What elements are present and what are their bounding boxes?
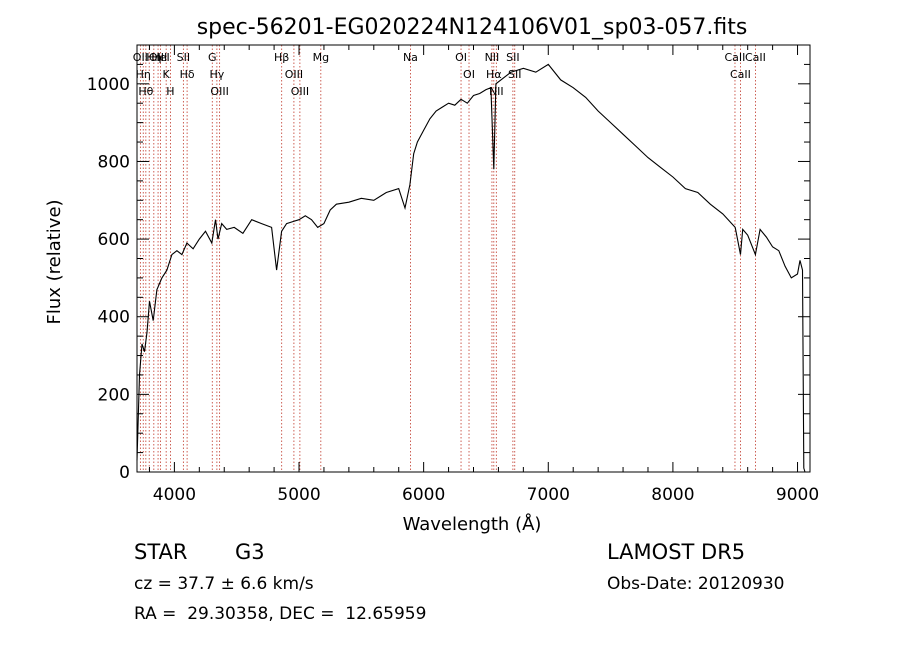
line-marker-label: Mg <box>313 51 329 64</box>
line-marker-label: SII <box>177 51 190 64</box>
survey-name: LAMOST DR5 <box>607 540 746 564</box>
line-marker-label: OIII <box>291 85 309 98</box>
chart-title: spec-56201-EG020224N124106V01_sp03-057.f… <box>197 15 748 40</box>
line-marker-label: Hθ <box>138 85 153 98</box>
line-marker-label: K <box>163 68 171 81</box>
y-tick-label: 600 <box>98 230 130 250</box>
x-tick-label: 6000 <box>402 485 445 505</box>
line-marker-label: OIII <box>285 68 303 81</box>
line-marker-label: Hη <box>136 68 151 81</box>
line-marker-label: Hβ <box>274 51 289 64</box>
line-markers <box>139 45 756 472</box>
line-marker-label: OI <box>463 68 475 81</box>
y-axis-label: Flux (relative) <box>44 199 65 324</box>
line-marker-label: Hη <box>146 51 161 64</box>
object-class: STAR <box>134 540 188 564</box>
line-marker-label: CaII <box>725 51 746 64</box>
line-marker-label: SII <box>506 51 519 64</box>
x-tick-label: 7000 <box>527 485 570 505</box>
spectrum-line <box>136 63 808 473</box>
y-tick-label: 0 <box>119 463 130 483</box>
x-tick-label: 8000 <box>651 485 694 505</box>
y-tick-label: 1000 <box>87 75 130 95</box>
redshift-text: cz = 37.7 ± 6.6 km/s <box>134 574 314 594</box>
x-tick-label: 9000 <box>776 485 819 505</box>
line-marker-label: G <box>208 51 217 64</box>
coordinates-text: RA = 29.30358, DEC = 12.65959 <box>134 604 427 624</box>
line-marker-label: H <box>166 85 174 98</box>
line-marker-label: NII <box>485 51 500 64</box>
line-marker-labels: OIIHηHθHηOIIIHeIKHSIIHδGHγOIIIHβOIIIOIII… <box>133 51 766 98</box>
x-tick-label: 4000 <box>153 485 196 505</box>
line-marker-label: NII <box>489 85 504 98</box>
line-marker-label: Hγ <box>209 68 224 81</box>
line-marker-label: Hα <box>486 68 502 81</box>
x-tick-label: 5000 <box>277 485 320 505</box>
y-axis-ticks: 0 200 400 600 800 1000 <box>87 63 810 483</box>
line-marker-label: CaII <box>745 51 766 64</box>
line-marker-label: OIII <box>149 51 167 64</box>
y-tick-label: 800 <box>98 152 130 172</box>
line-marker-label: Hδ <box>180 68 195 81</box>
y-tick-label: 400 <box>98 308 130 328</box>
x-axis-ticks: 4000 5000 6000 7000 8000 9000 <box>148 45 819 505</box>
object-subclass: G3 <box>235 540 265 564</box>
line-marker-label: Na <box>403 51 418 64</box>
plot-frame <box>136 44 811 473</box>
x-axis-label: Wavelength (Å) <box>403 513 542 535</box>
line-marker-label: CaII <box>730 68 751 81</box>
line-marker-label: OI <box>455 51 467 64</box>
line-marker-label: HeI <box>151 51 169 64</box>
line-marker-label: OIII <box>210 85 228 98</box>
observation-date: Obs-Date: 20120930 <box>607 574 785 594</box>
y-tick-label: 200 <box>98 385 130 405</box>
line-marker-label: SII <box>508 68 521 81</box>
